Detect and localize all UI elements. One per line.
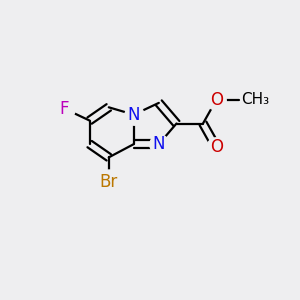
Text: N: N <box>153 135 165 153</box>
Text: O: O <box>210 138 223 156</box>
Text: Br: Br <box>100 173 118 191</box>
Text: O: O <box>210 91 223 109</box>
Text: CH₃: CH₃ <box>241 92 269 107</box>
Text: N: N <box>128 106 140 124</box>
Text: F: F <box>60 100 69 118</box>
